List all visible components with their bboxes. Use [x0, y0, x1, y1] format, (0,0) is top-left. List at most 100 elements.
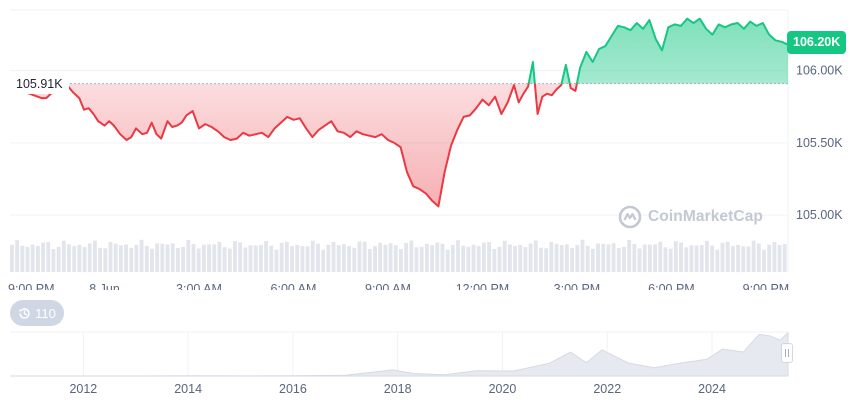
- volume-bar: [715, 249, 720, 272]
- volume-bar: [222, 247, 227, 272]
- volume-bar: [212, 244, 217, 272]
- volume-bar: [41, 242, 46, 272]
- x-tick-label: 6:00 AM: [271, 282, 317, 290]
- volume-bar: [699, 245, 704, 272]
- navigator-handle[interactable]: [781, 343, 793, 363]
- volume-bar: [751, 240, 756, 272]
- volume-bar: [590, 248, 595, 272]
- history-count: 110: [35, 305, 56, 321]
- volume-bar: [487, 242, 492, 272]
- volume-bar: [56, 246, 61, 272]
- x-tick-label: 9:00 AM: [365, 282, 411, 290]
- volume-bar: [694, 245, 699, 272]
- volume-bar: [730, 246, 735, 272]
- volume-bar: [15, 240, 20, 272]
- x-tick-label: 3:00 AM: [176, 282, 222, 290]
- volume-bar: [82, 247, 87, 272]
- navigator-tick-label: 2020: [489, 382, 517, 396]
- volume-bar: [762, 249, 766, 272]
- volume-bar: [399, 249, 403, 272]
- volume-bar: [518, 244, 523, 272]
- volume-bar: [383, 244, 388, 272]
- volume-bar: [471, 244, 476, 272]
- volume-bar: [367, 248, 372, 272]
- volume-bar: [284, 241, 289, 272]
- volume-bar: [736, 244, 741, 272]
- volume-bar: [513, 246, 517, 272]
- x-tick-label: 3:00 PM: [554, 282, 601, 290]
- volume-bar: [440, 243, 445, 272]
- volume-bar: [642, 244, 647, 272]
- volume-bar: [404, 242, 409, 272]
- volume-bar: [336, 245, 341, 272]
- volume-bar: [668, 248, 673, 272]
- volume-bar: [461, 245, 466, 272]
- history-icon: [19, 307, 30, 319]
- volume-bar: [725, 241, 730, 272]
- volume-bar: [113, 243, 118, 272]
- x-tick-label: 6:00 PM: [648, 282, 695, 290]
- volume-bar: [777, 245, 782, 272]
- volume-bar: [35, 245, 40, 272]
- volume-bar: [87, 243, 92, 272]
- navigator-area: [10, 331, 789, 377]
- reference-price-label: 105.91K: [10, 74, 69, 94]
- volume-bar: [435, 242, 440, 272]
- volume-bar: [637, 248, 642, 272]
- volume-bar: [129, 247, 134, 272]
- history-button[interactable]: 110: [10, 300, 64, 326]
- volume-bar: [103, 248, 108, 272]
- volume-bar: [466, 246, 471, 272]
- navigator-tick-label: 2016: [279, 382, 307, 396]
- volume-bars: [10, 239, 787, 272]
- volume-bar: [108, 241, 113, 272]
- volume-bar: [331, 241, 336, 272]
- volume-bar: [165, 244, 170, 272]
- watermark-text: CoinMarketCap: [648, 208, 763, 225]
- volume-bar: [554, 243, 559, 272]
- y-axis: 106.00K 105.50K 105.00K: [796, 64, 843, 222]
- volume-bar: [616, 248, 621, 272]
- navigator-tick-label: 2018: [384, 382, 412, 396]
- x-tick-label: 9:00 PM: [8, 282, 55, 290]
- volume-bar: [679, 242, 683, 272]
- volume-bar: [248, 245, 253, 272]
- volume-bar: [585, 245, 590, 272]
- volume-bar: [710, 245, 715, 272]
- volume-bar: [181, 246, 186, 272]
- volume-bar: [279, 242, 284, 272]
- volume-bar: [30, 244, 35, 272]
- volume-bar: [144, 245, 149, 272]
- y-tick-label: 105.50K: [796, 136, 843, 150]
- volume-bar: [175, 247, 180, 272]
- volume-bar: [653, 244, 658, 272]
- volume-bar: [430, 245, 435, 272]
- volume-bar: [705, 240, 709, 272]
- volume-bar: [409, 240, 414, 272]
- volume-bar: [564, 244, 569, 272]
- volume-bar: [217, 241, 222, 272]
- price-chart: 106.00K 105.50K 105.00K 9:00 PM 8 Jun 3:00 A…: [8, 9, 843, 290]
- volume-bar: [233, 241, 237, 272]
- volume-bar: [170, 243, 175, 272]
- volume-bar: [243, 247, 248, 272]
- navigator-tick-label: 2022: [593, 382, 621, 396]
- volume-bar: [497, 246, 502, 272]
- volume-bar: [201, 244, 206, 272]
- volume-bar: [347, 246, 352, 272]
- volume-bar: [196, 248, 201, 272]
- volume-bar: [300, 246, 305, 272]
- volume-bar: [596, 243, 600, 272]
- volume-bar: [362, 241, 367, 272]
- volume-bar: [290, 246, 294, 272]
- volume-bar: [559, 245, 564, 272]
- volume-bar: [139, 239, 144, 272]
- volume-bar: [373, 246, 377, 272]
- volume-bar: [207, 244, 211, 272]
- volume-bar: [492, 249, 497, 272]
- volume-bar: [684, 247, 689, 272]
- volume-bar: [46, 242, 51, 272]
- volume-bar: [77, 244, 82, 272]
- line-below-reference: [17, 83, 578, 208]
